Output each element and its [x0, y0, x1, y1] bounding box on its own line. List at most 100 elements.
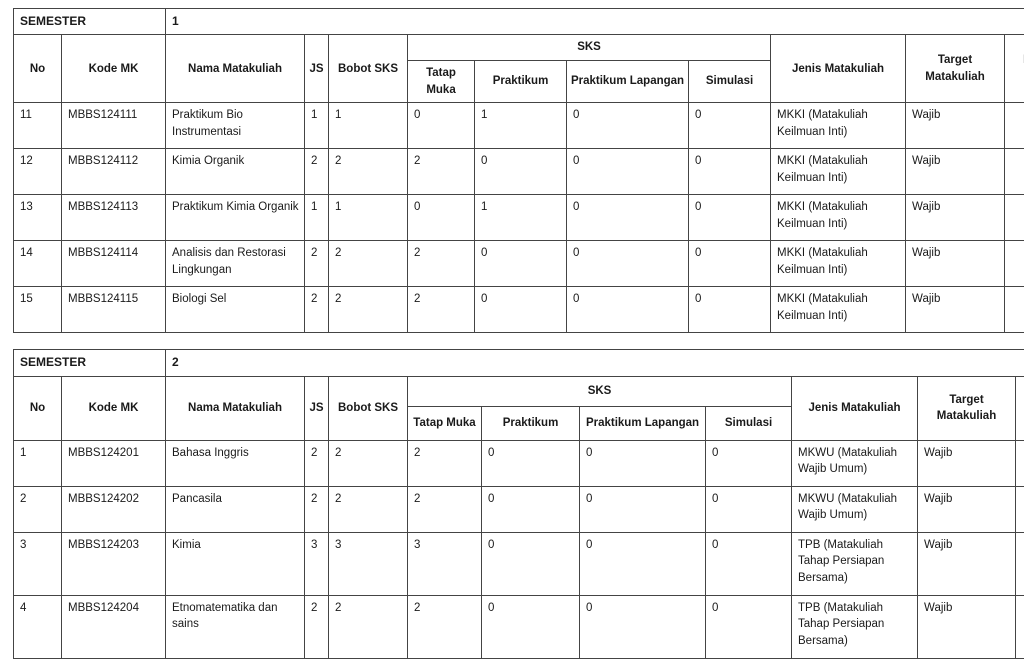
cell-tatap-muka: 2 — [407, 148, 476, 196]
cell-tatap-muka: 0 — [407, 194, 476, 242]
cell-no: 4 — [13, 594, 62, 659]
cell-praktikum: 1 — [474, 102, 568, 150]
cell-js: 1 — [304, 194, 330, 242]
cell-kode-mk: MBBS124113 — [60, 194, 167, 242]
header-praktikum: Praktikum — [481, 405, 581, 441]
cell-kode-mk: MBBS124203 — [60, 531, 167, 596]
cell-target-matakuliah: Wajib — [905, 148, 1006, 196]
table-header-row-secondary: Tatap Muka Praktikum Praktikum Lapangan … — [14, 60, 1024, 104]
cell-praktikum: 0 — [474, 240, 568, 288]
header-jenis-matakuliah: Jenis Matakuliah — [770, 34, 907, 104]
cell-praktikum-lapangan: 0 — [566, 102, 690, 150]
cell-nama-matakuliah: Etnomatematika dan sains — [165, 594, 306, 659]
cell-praktikum: 0 — [481, 485, 581, 533]
cell-no: 13 — [13, 194, 62, 242]
header-js: JS — [304, 375, 330, 441]
cell-js: 2 — [304, 148, 330, 196]
semester-table-1: SEMESTER 1 No Kode MK Nama Matakuliah JS… — [12, 7, 1024, 334]
cell-simulasi: 0 — [705, 594, 793, 659]
cell-js: 1 — [304, 102, 330, 150]
cell-nama-matakuliah: Pancasila — [165, 485, 306, 533]
cell-lintas-prodi — [1004, 194, 1024, 242]
cell-praktikum: 0 — [474, 148, 568, 196]
cell-target-matakuliah: Wajib — [917, 439, 1017, 487]
cell-no: 11 — [13, 102, 62, 150]
cell-lintas-prodi — [1004, 240, 1024, 288]
cell-kode-mk: MBBS124111 — [60, 102, 167, 150]
cell-target-matakuliah: Wajib — [917, 531, 1017, 596]
header-jenis-matakuliah: Jenis Matakuliah — [791, 375, 919, 441]
header-target-matakuliah: Target Matakuliah — [905, 34, 1006, 104]
cell-simulasi: 0 — [688, 194, 772, 242]
cell-simulasi: 0 — [688, 148, 772, 196]
table-header-row-primary: No Kode MK Nama Matakuliah JS Bobot SKS … — [13, 34, 1024, 104]
cell-kode-mk: MBBS124115 — [60, 286, 167, 334]
table-row: 4 MBBS124204 Etnomatematika dan sains 2 … — [13, 594, 1024, 659]
cell-praktikum-lapangan: 0 — [566, 240, 690, 288]
cell-no: 15 — [13, 286, 62, 334]
cell-tatap-muka: 2 — [407, 594, 483, 659]
cell-tatap-muka: 2 — [407, 240, 476, 288]
table-row: 1 MBBS124201 Bahasa Inggris 2 2 2 0 0 0 … — [13, 439, 1024, 487]
cell-simulasi: 0 — [688, 102, 772, 150]
cell-kode-mk: MBBS124114 — [60, 240, 167, 288]
header-target-matakuliah: Target Matakuliah — [917, 375, 1017, 441]
cell-target-matakuliah: Wajib — [905, 240, 1006, 288]
cell-praktikum-lapangan: 0 — [579, 485, 707, 533]
cell-target-matakuliah: Wajib — [917, 485, 1017, 533]
cell-js: 3 — [304, 531, 330, 596]
header-bobot-sks: Bobot SKS — [328, 34, 409, 104]
cell-js: 2 — [304, 594, 330, 659]
cell-nama-matakuliah: Analisis dan Restorasi Lingkungan — [165, 240, 306, 288]
cell-lintas-prodi — [1004, 102, 1024, 150]
cell-kode-mk: MBBS124112 — [60, 148, 167, 196]
cell-praktikum: 0 — [481, 594, 581, 659]
cell-jenis-matakuliah: MKWU (Matakuliah Wajib Umum) — [791, 439, 919, 487]
cell-jenis-matakuliah: MKKI (Matakuliah Keilmuan Inti) — [770, 240, 907, 288]
cell-nama-matakuliah: Biologi Sel — [165, 286, 306, 334]
header-nama-matakuliah: Nama Matakuliah — [165, 375, 306, 441]
header-bobot-sks: Bobot SKS — [328, 375, 409, 441]
cell-bobot-sks: 3 — [328, 531, 409, 596]
cell-lintas-prodi — [1015, 485, 1024, 533]
cell-no: 14 — [13, 240, 62, 288]
table-row: 3 MBBS124203 Kimia 3 3 3 0 0 0 TPB (Mata… — [13, 531, 1024, 596]
cell-simulasi: 0 — [705, 531, 793, 596]
header-tatap-muka: Tatap Muka — [407, 405, 483, 441]
table-header-row-primary: No Kode MK Nama Matakuliah JS Bobot SKS … — [13, 375, 1024, 441]
semester-table-2: SEMESTER 2 No Kode MK Nama Matakuliah JS… — [12, 349, 1024, 659]
cell-tatap-muka: 2 — [407, 439, 483, 487]
cell-bobot-sks: 2 — [328, 594, 409, 659]
table-row: 13 MBBS124113 Praktikum Kimia Organik 1 … — [13, 194, 1024, 242]
cell-jenis-matakuliah: MKKI (Matakuliah Keilmuan Inti) — [770, 286, 907, 334]
header-lintas-prodi: Lintas Prodi — [1004, 34, 1024, 104]
header-nama-matakuliah: Nama Matakuliah — [165, 34, 306, 104]
cell-tatap-muka: 2 — [407, 485, 483, 533]
header-kode-mk: Kode MK — [60, 34, 167, 104]
cell-praktikum-lapangan: 0 — [579, 594, 707, 659]
cell-tatap-muka: 3 — [407, 531, 483, 596]
header-sks-group: SKS — [407, 34, 772, 62]
header-praktikum-lapangan: Praktikum Lapangan — [566, 60, 690, 104]
semester-banner-row: SEMESTER 2 — [12, 349, 1024, 377]
cell-simulasi: 0 — [688, 240, 772, 288]
semester-label-cell: SEMESTER — [12, 7, 167, 36]
cell-bobot-sks: 1 — [328, 102, 409, 150]
cell-simulasi: 0 — [705, 439, 793, 487]
cell-praktikum: 0 — [481, 439, 581, 487]
cell-praktikum-lapangan: 0 — [579, 439, 707, 487]
cell-no: 3 — [13, 531, 62, 596]
semester-value-cell: 1 — [165, 7, 1024, 36]
cell-target-matakuliah: Wajib — [917, 594, 1017, 659]
cell-tatap-muka: 2 — [407, 286, 476, 334]
cell-jenis-matakuliah: MKKI (Matakuliah Keilmuan Inti) — [770, 148, 907, 196]
cell-kode-mk: MBBS124201 — [60, 439, 167, 487]
cell-lintas-prodi — [1004, 286, 1024, 334]
header-tatap-muka: Tatap Muka — [407, 60, 476, 104]
cell-target-matakuliah: Wajib — [905, 194, 1006, 242]
cell-nama-matakuliah: Kimia — [165, 531, 306, 596]
cell-no: 12 — [13, 148, 62, 196]
table-row: 11 MBBS124111 Praktikum Bio Instrumentas… — [13, 102, 1024, 150]
cell-jenis-matakuliah: TPB (Matakuliah Tahap Persiapan Bersama) — [791, 531, 919, 596]
header-no: No — [13, 375, 62, 441]
